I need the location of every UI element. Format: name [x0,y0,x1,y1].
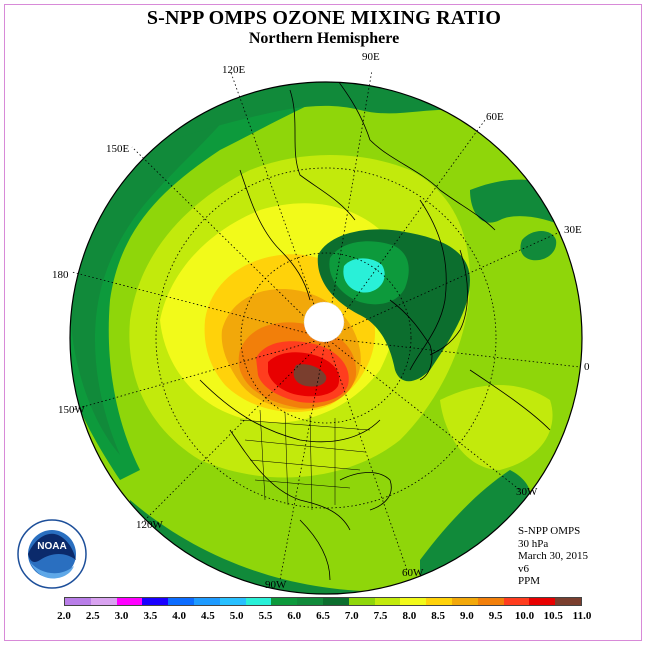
colorbar-tick-label: 8.0 [402,610,417,622]
colorbar-tick-label: 6.0 [287,610,302,622]
map-border [69,81,583,595]
colorbar-swatch [168,598,194,605]
colorbar-tick-label: 5.0 [229,610,244,622]
contour-low-5_5 [343,258,385,293]
lon-label-60e: 60E [486,111,504,123]
colorbar-tick-label: 3.0 [114,610,129,622]
colorbar-swatch [271,598,298,605]
meta-instrument: S-NPP OMPS [518,525,581,537]
colorbar-swatch [142,598,169,605]
polar-night-nodata [303,301,345,343]
coastlines [199,82,551,581]
lon-label-30e: 30E [564,224,582,236]
colorbar-tick-label: 10.5 [543,610,563,622]
colorbar-tick-label: 4.0 [172,610,186,622]
colorbar-swatch [374,598,401,605]
lon-label-150e: 150E [106,143,130,155]
noaa-logo: NOAA [17,519,87,589]
colorbar-tick-label: 7.0 [344,610,359,622]
colorbar-swatch [503,598,530,605]
political-boundaries [239,409,371,511]
colorbar-swatch [451,598,478,605]
meta-date: March 30, 2015 [518,550,588,563]
colorbar-swatch [555,598,581,605]
colorbar-tick-label: 7.5 [373,610,388,622]
lon-label-30w: 30W [516,486,538,498]
contour-11_0 [293,364,327,387]
longitude-labels: 90E 60E 30E 0 30W 60W 90W 120W 150W 180 … [52,51,590,591]
metadata-block: S-NPP OMPS 30 hPa March 30, 2015 v6 PPM [518,525,588,588]
colorbar-tick-label: 3.5 [143,610,158,622]
lon-label-120e: 120E [222,64,246,76]
colorbar-swatch [65,598,91,605]
map-title: S-NPP OMPS OZONE MIXING RATIO [146,7,502,29]
lon-label-90e: 90E [362,51,380,63]
meta-units: PPM [518,575,541,588]
noaa-logo-text: NOAA [37,541,66,552]
colorbar-ticks: 2.0 2.5 3.0 3.5 4.0 4.5 5.0 5.5 6.0 6.5 7.0 7.5 8.0 8… [0,610,648,624]
contour-band-darker [70,82,250,455]
lon-label-60w: 60W [402,567,424,579]
colorbar-swatch [477,598,504,605]
colorbar-swatch [193,598,220,605]
contour-7_5-east [440,385,553,470]
colorbar-swatch [116,598,143,605]
colorbar-tick-label: 9.0 [460,610,474,622]
lon-label-120w: 120W [136,519,164,531]
colorbar-tick-label: 8.5 [431,610,445,622]
colorbar-tick-label: 5.5 [258,610,273,622]
colorbar-tick-label: 6.5 [316,610,330,622]
figure-frame [4,4,642,641]
lon-label-90w: 90W [265,579,287,591]
colorbar-tick-label: 2.5 [85,610,100,622]
colorbar-swatch [219,598,246,605]
colorbar-swatch [426,598,452,605]
colorbar-swatch [322,598,349,605]
colorbar-swatch [400,598,427,605]
colorbar-swatch [529,598,556,605]
colorbar-swatch [245,598,272,605]
map-subtitle: Northern Hemisphere [248,30,400,47]
graticule [71,69,581,581]
colorbar-swatch [297,598,323,605]
colorbar-tick-label: 9.5 [488,610,503,622]
colorbar-tick-label: 11.0 [572,610,592,622]
colorbar-tick-label: 4.5 [201,610,215,622]
meta-version: v6 [518,562,529,575]
colorbar-tick-label: 10.0 [514,610,535,622]
colorbar-swatch [348,598,375,605]
colorbar-tick-label: 2.0 [57,610,71,622]
lon-label-150w: 150W [58,404,86,416]
meta-level: 30 hPa [518,537,549,550]
colorbar [64,597,582,606]
lon-label-180: 180 [52,269,69,281]
contour-low-east [520,231,557,261]
contour-band-bottom-right [420,470,531,590]
colorbar-swatch [90,598,117,605]
contour-band-bottom [130,500,420,594]
lon-label-0: 0 [584,361,590,373]
